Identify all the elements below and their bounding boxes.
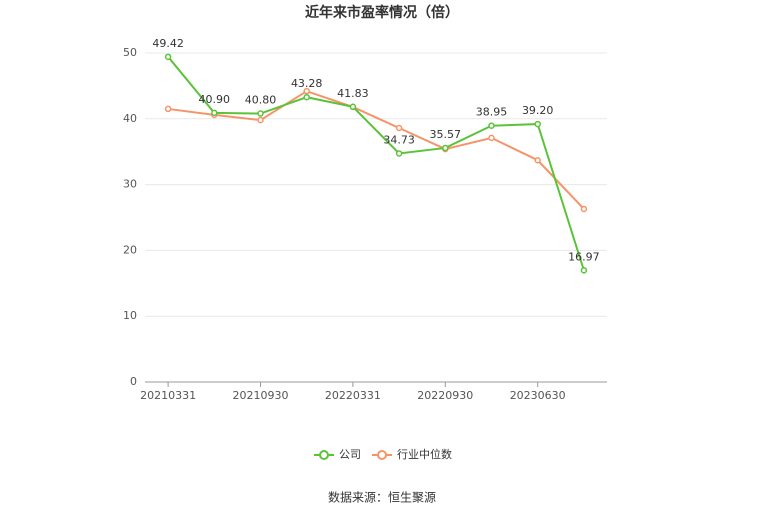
point [303,87,310,95]
point [164,53,172,61]
data-label: 40.90 [199,93,231,106]
point [534,157,541,164]
series-line [167,56,585,271]
y-tick-label: 20 [123,243,137,256]
x-tick-label: 20230630 [510,389,566,402]
point [395,150,403,157]
point [395,124,403,132]
point [534,120,541,128]
point [349,103,357,111]
point [488,134,495,142]
point [257,110,264,117]
y-tick-label: 10 [123,309,137,322]
y-tick-label: 40 [123,112,137,125]
data-label: 16.97 [568,250,600,263]
source: 数据来源：恒生聚源 [328,490,436,505]
x-tick-label: 20210930 [233,389,289,402]
point [164,105,172,113]
x-tick-label: 20220331 [325,389,381,402]
legend-marker [377,450,387,460]
point [211,109,218,117]
x-tick-label: 20220930 [417,389,473,402]
data-label: 40.80 [245,94,277,107]
data-label: 35.57 [430,128,462,141]
data-label: 43.28 [291,77,323,90]
x-tick-label: 20210331 [140,389,196,402]
y-tick-label: 0 [130,375,137,388]
legend-label: 公司 [339,448,361,461]
chart-title: 近年来市盈率情况（倍） [305,4,459,21]
legend-marker [319,450,329,460]
point [580,205,588,213]
data-label: 38.95 [476,106,508,119]
data-label: 49.42 [152,37,184,50]
point [303,93,310,101]
data-label: 39.20 [522,104,554,117]
point [580,267,588,274]
data-label: 41.83 [337,87,369,100]
point [488,122,495,129]
point [257,116,264,124]
y-tick-label: 50 [123,46,137,59]
y-tick-label: 30 [123,178,137,191]
point [442,144,449,152]
data-label: 34.73 [383,133,415,146]
legend-label: 行业中位数 [397,447,452,461]
series-line [167,90,585,210]
